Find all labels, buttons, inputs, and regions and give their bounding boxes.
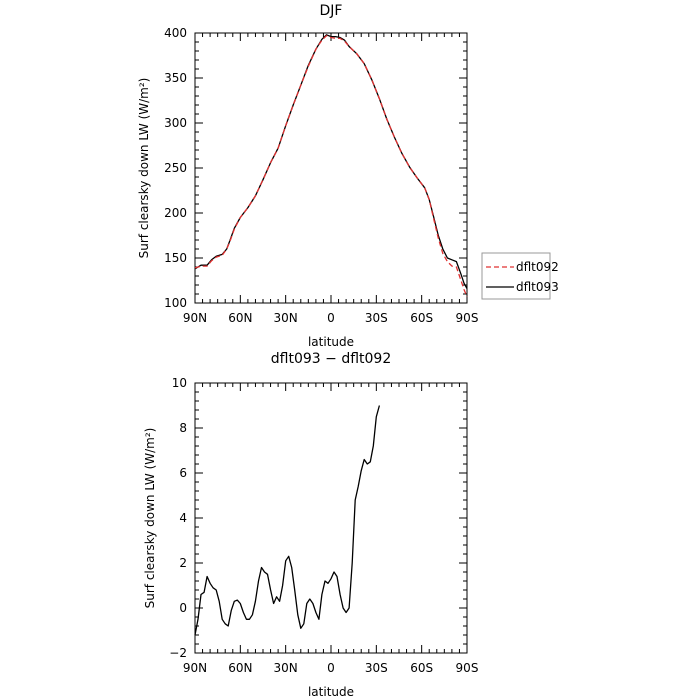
bottom-plot-y-tick-labels: −2 0 2 4 6 8 10	[169, 376, 187, 660]
y-tick-label: 150	[164, 251, 187, 265]
x-tick-label: 30S	[365, 661, 388, 675]
bottom-plot-frame	[194, 382, 468, 654]
bottom-plot: dflt093 − dflt092 90N 60N 30N 0 30S 60S 90S −2…	[143, 351, 478, 699]
bottom-series-line-line-0	[194, 405, 381, 636]
y-tick-label: −2	[169, 646, 187, 660]
bottom-plot-y-axis-label: Surf clearsky down LW (W/m²)	[143, 428, 157, 609]
y-tick-label: 400	[164, 26, 187, 40]
y-tick-label: 350	[164, 71, 187, 85]
legend-label-dflt092: dflt092	[516, 260, 559, 274]
y-tick-label: 4	[179, 511, 187, 525]
y-tick-label: 2	[179, 556, 187, 570]
top-plot-title: DJF	[320, 3, 343, 19]
top-plot-frame	[194, 32, 468, 304]
top-plot-x-axis-label: latitude	[308, 335, 354, 349]
y-tick-label: 300	[164, 116, 187, 130]
x-tick-label: 30N	[274, 661, 298, 675]
x-tick-label: 0	[327, 661, 335, 675]
x-tick-label: 60S	[410, 661, 433, 675]
y-tick-label: 8	[179, 421, 187, 435]
y-tick-label: 6	[179, 466, 187, 480]
y-tick-label: 250	[164, 161, 187, 175]
top-plot-series	[194, 34, 468, 297]
x-tick-label: 90N	[183, 311, 207, 325]
x-tick-label: 90S	[456, 311, 479, 325]
bottom-plot-title: dflt093 − dflt092	[271, 351, 391, 367]
top-plot-y-axis-label: Surf clearsky down LW (W/m²)	[137, 78, 151, 259]
x-tick-label: 60N	[228, 311, 252, 325]
x-tick-label: 30N	[274, 311, 298, 325]
x-tick-label: 90N	[183, 661, 207, 675]
top-plot: DJF 90N 60N 30N 0 30S 60S 90S 100 150 200 250 300 3…	[137, 3, 478, 349]
x-tick-label: 60S	[410, 311, 433, 325]
top-plot-x-tick-labels: 90N 60N 30N 0 30S 60S 90S	[183, 311, 479, 325]
legend-label-dflt093: dflt093	[516, 280, 559, 294]
bottom-plot-series	[194, 405, 381, 636]
x-tick-label: 90S	[456, 661, 479, 675]
legend-box	[481, 252, 551, 300]
y-tick-label: 100	[164, 296, 187, 310]
top-series-line-dflt092	[194, 35, 468, 297]
top-series-line-dflt093	[194, 34, 468, 289]
y-tick-label: 10	[172, 376, 187, 390]
x-tick-label: 60N	[228, 661, 252, 675]
x-tick-label: 30S	[365, 311, 388, 325]
bottom-plot-ticks	[194, 382, 468, 654]
bottom-plot-x-axis-label: latitude	[308, 685, 354, 699]
y-tick-label: 200	[164, 206, 187, 220]
top-plot-ticks	[194, 32, 468, 304]
top-plot-y-tick-labels: 100 150 200 250 300 350 400	[164, 26, 187, 310]
x-tick-label: 0	[327, 311, 335, 325]
y-tick-label: 0	[179, 601, 187, 615]
legend: dflt092 dflt093	[481, 252, 559, 300]
bottom-plot-x-tick-labels: 90N 60N 30N 0 30S 60S 90S	[183, 661, 479, 675]
